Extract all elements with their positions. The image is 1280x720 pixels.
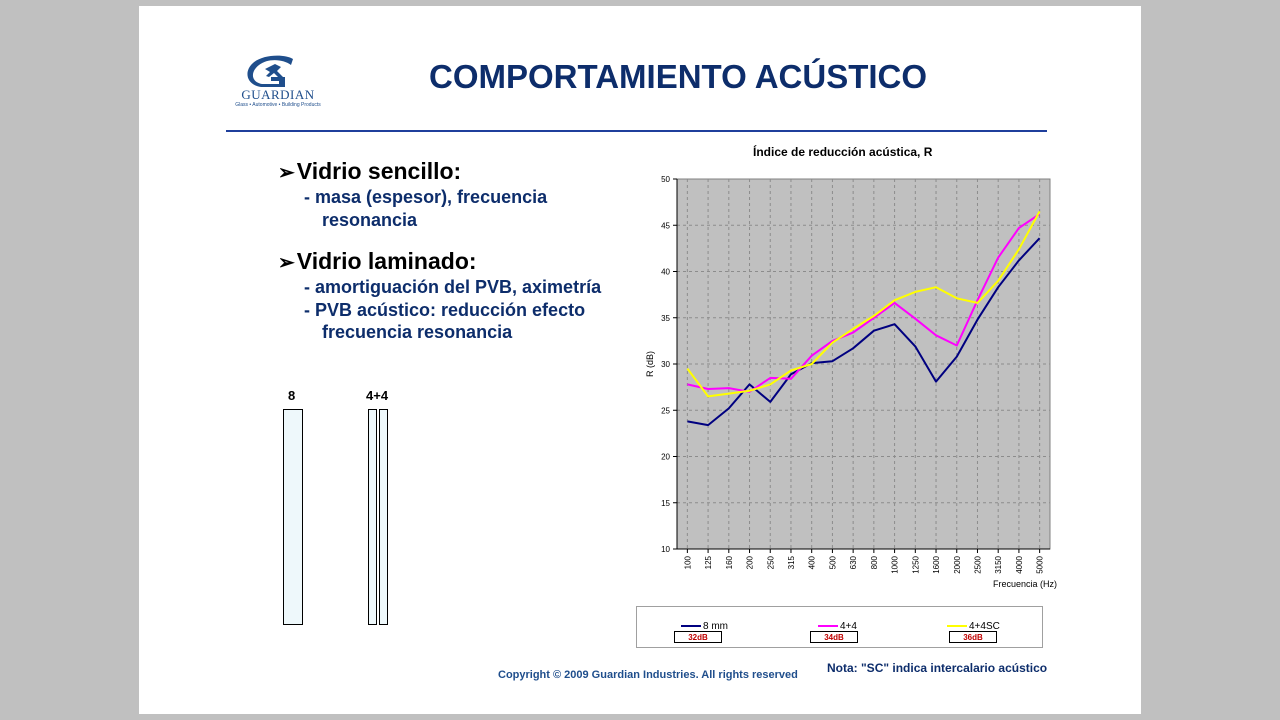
x-tick-label: 400 (808, 555, 817, 569)
arrow-bullet-icon: ➢ (278, 162, 295, 184)
x-tick-label: 1250 (911, 555, 920, 573)
bullet-line: frecuencia resonancia (322, 322, 513, 342)
y-tick-label: 20 (661, 453, 670, 462)
x-tick-label: 500 (828, 555, 837, 569)
y-tick-label: 25 (661, 406, 670, 415)
y-tick-label: 50 (661, 175, 670, 184)
glass-pane-laminated-a (368, 409, 377, 625)
x-tick-label: 1600 (932, 555, 941, 573)
bullet-line: - PVB acústico: reducción efecto (304, 300, 586, 320)
glass-pane-laminated-b (379, 409, 388, 625)
y-tick-label: 45 (661, 221, 670, 230)
glass-label-4-4: 4+4 (366, 388, 389, 403)
x-tick-label: 1000 (891, 555, 900, 573)
x-tick-label: 125 (704, 555, 713, 569)
x-tick-label: 315 (787, 555, 796, 569)
glass-label-8: 8 (288, 388, 296, 403)
y-tick-label: 35 (661, 314, 670, 323)
bullet-heading: Vidrio laminado: (296, 248, 477, 274)
x-axis-label: Frecuencia (Hz) (993, 579, 1057, 589)
x-tick-label: 2000 (953, 555, 962, 573)
x-tick-label: 200 (746, 555, 755, 569)
x-tick-label: 800 (870, 555, 879, 569)
y-tick-label: 10 (661, 545, 670, 554)
legend-swatch (947, 625, 967, 628)
bullet-line: resonancia (322, 210, 418, 230)
guardian-logo (247, 55, 293, 87)
y-tick-label: 15 (661, 499, 670, 508)
legend-badge-4-4sc: 36dB (949, 631, 997, 643)
legend-item-8mm: 8 mm (681, 621, 728, 632)
legend-label: 4+4 (840, 621, 857, 632)
x-tick-label: 250 (766, 555, 775, 569)
legend-item-4-4: 4+4 (818, 621, 857, 632)
legend-swatch (681, 625, 701, 628)
glass-pane-single (283, 409, 303, 625)
chart-legend: 8 mm 32dB 4+4 34dB 4+4SC 36dB (636, 606, 1043, 648)
bullet-vidrio-sencillo: ➢Vidrio sencillo: (278, 158, 461, 185)
x-tick-label: 5000 (1036, 555, 1045, 573)
copyright-text: Copyright © 2009 Guardian Industries. Al… (498, 669, 798, 681)
legend-swatch (818, 625, 838, 628)
legend-label: 4+4SC (969, 621, 1000, 632)
bullet-line: - masa (espesor), frecuencia (304, 187, 548, 207)
x-tick-label: 100 (683, 555, 692, 569)
bullet-heading: Vidrio sencillo: (296, 158, 462, 184)
y-tick-label: 40 (661, 268, 670, 277)
legend-label: 8 mm (703, 621, 728, 632)
x-tick-label: 3150 (994, 555, 1003, 573)
series-line-8-mm (687, 237, 1041, 427)
y-axis-label: R (dB) (645, 351, 655, 377)
bullet-vidrio-laminado: ➢Vidrio laminado: (278, 248, 477, 275)
nota-text: Nota: "SC" indica intercalario acústico (827, 661, 1048, 675)
legend-badge-8mm: 32dB (674, 631, 722, 643)
chart-title: Índice de reducción acústica, R (753, 145, 933, 159)
legend-badge-4-4: 34dB (810, 631, 858, 643)
page-title: COMPORTAMIENTO ACÚSTICO (429, 58, 928, 95)
x-tick-label: 160 (725, 555, 734, 569)
x-tick-label: 630 (849, 555, 858, 569)
legend-item-4-4sc: 4+4SC (947, 621, 1000, 632)
x-tick-label: 4000 (1015, 555, 1024, 573)
logo-wordmark: GUARDIAN (241, 87, 315, 102)
title-divider (226, 130, 1047, 132)
logo-tagline: Glass • Automotive • Building Products (235, 102, 321, 108)
x-tick-label: 2500 (973, 555, 982, 573)
arrow-bullet-icon: ➢ (278, 252, 295, 274)
y-tick-label: 30 (661, 360, 670, 369)
bullet-line: - amortiguación del PVB, aximetría (304, 277, 602, 297)
series-line-4-4sc (686, 210, 1041, 398)
